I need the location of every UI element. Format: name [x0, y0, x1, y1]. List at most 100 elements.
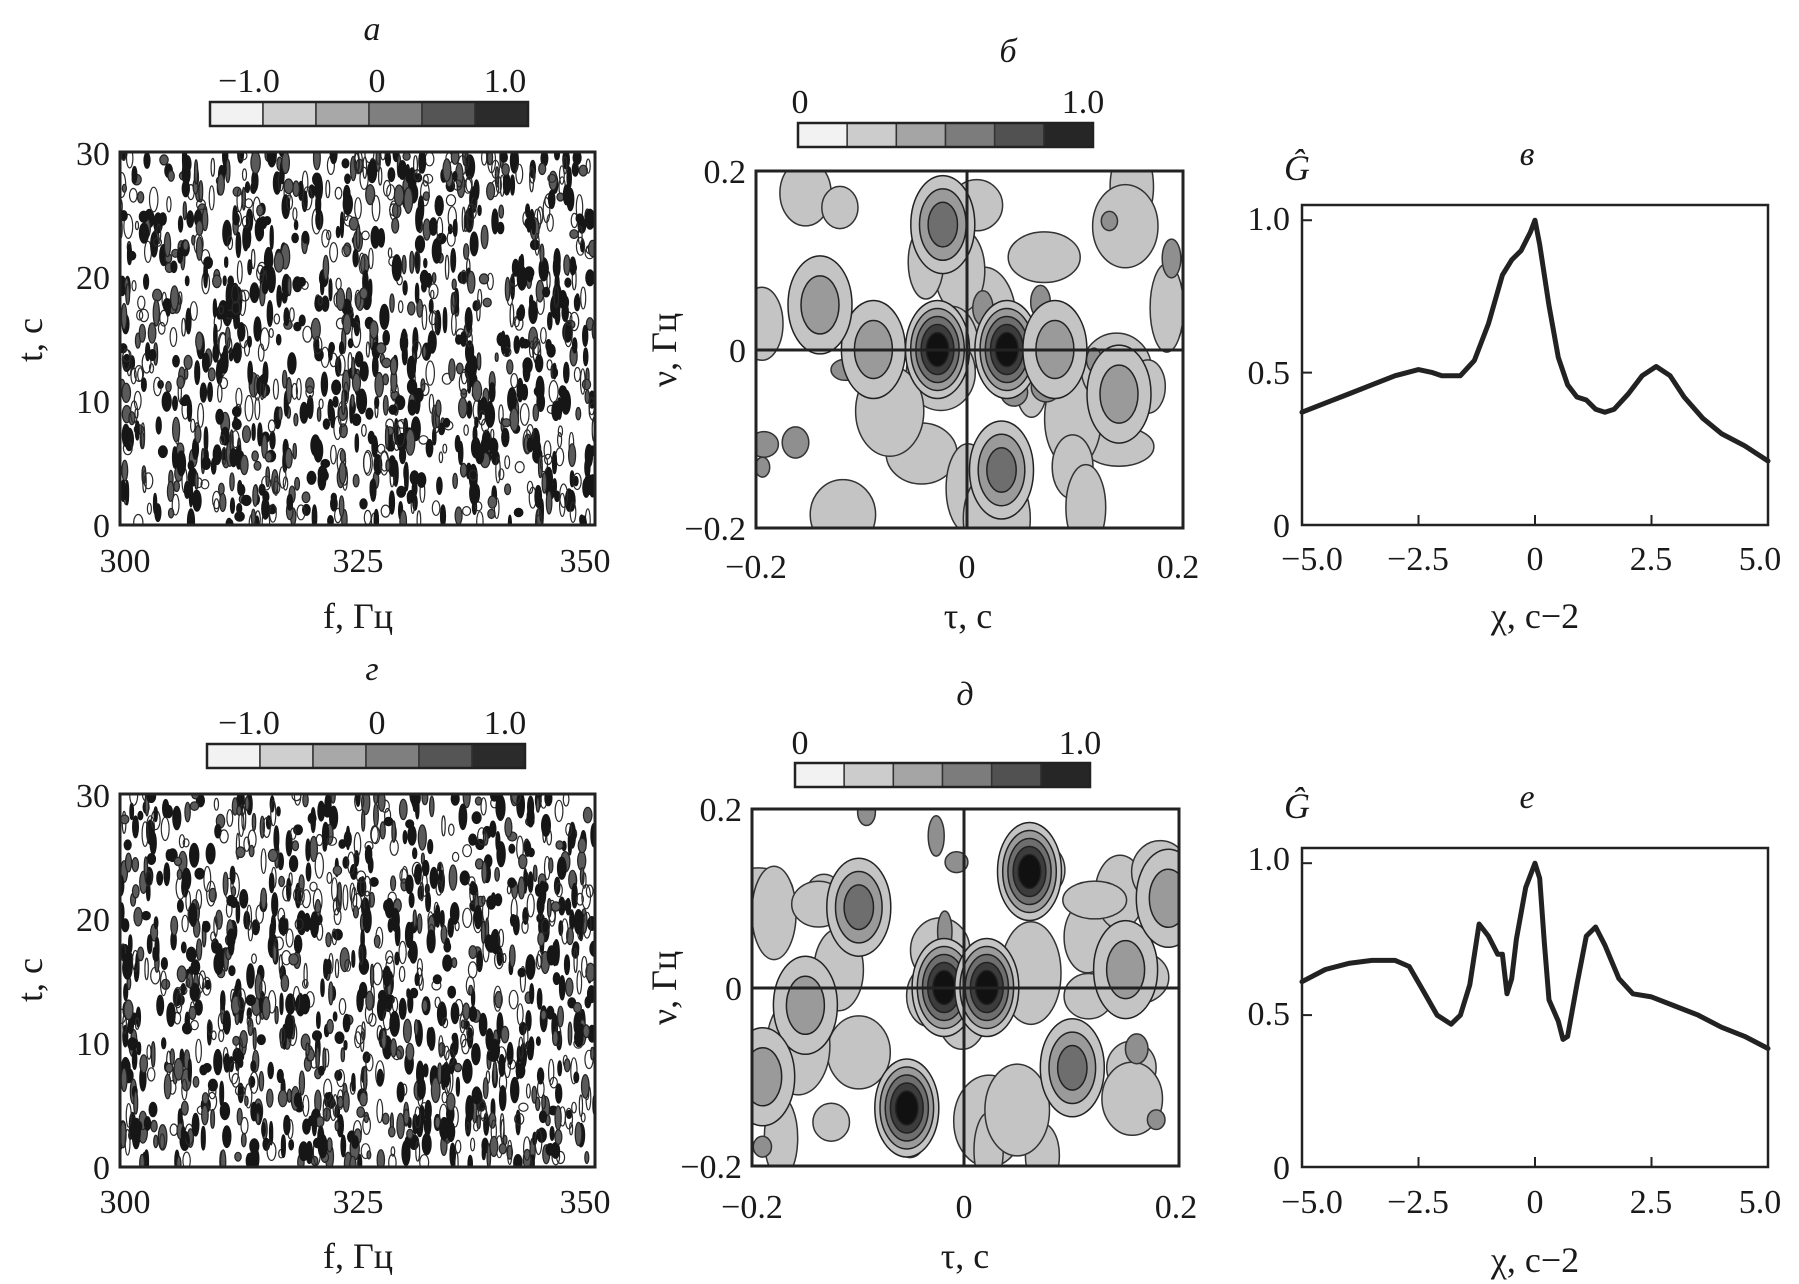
fieldA-cell	[413, 250, 421, 271]
fieldA-cell	[442, 158, 452, 182]
fieldG-cell	[450, 1002, 460, 1025]
fieldA-cell	[573, 294, 581, 312]
fieldA-cell	[334, 186, 343, 200]
fieldG-cell	[141, 821, 149, 847]
fieldA-cell	[138, 210, 149, 223]
fieldA-cell	[247, 259, 253, 276]
fieldG-cell	[234, 983, 241, 997]
fieldD-peak-7-level-1	[785, 975, 826, 1036]
x-axis-label-d: τ, с	[941, 1236, 989, 1276]
fieldG-cell	[311, 1110, 318, 1137]
fieldA-cell	[253, 460, 262, 471]
fieldA-cell	[244, 181, 251, 194]
fieldA-cell	[148, 186, 159, 213]
fieldG-cell	[471, 811, 482, 825]
fieldA-cell	[419, 269, 430, 286]
fieldD-level-blob	[1062, 880, 1128, 920]
fieldA-cell	[291, 232, 299, 244]
fieldG-cell	[305, 1042, 310, 1057]
fieldG-cell	[146, 882, 151, 902]
fieldG-cell	[181, 867, 192, 891]
fieldG-cell	[405, 1042, 415, 1062]
fieldG-cell	[131, 856, 140, 873]
fieldG-cell	[125, 1102, 132, 1128]
fieldA-cell	[136, 191, 145, 204]
fieldG-cell	[172, 805, 182, 831]
fieldD-peak-8-level-1	[1148, 868, 1179, 929]
fieldG-cell	[334, 1120, 340, 1132]
y-axis-label-a: t, с	[10, 318, 50, 362]
fieldA-cell	[396, 485, 407, 498]
fieldA-cell	[401, 254, 407, 275]
fieldA-cell	[406, 489, 416, 503]
fieldA-cell	[197, 402, 205, 428]
fieldA-cell	[212, 298, 218, 318]
fieldG-cell	[133, 1120, 143, 1132]
fieldA-cell	[124, 479, 130, 506]
fieldA-cell	[450, 152, 460, 165]
fieldA-cell	[528, 300, 538, 325]
fieldA-cell	[543, 440, 552, 460]
fieldG-cell	[467, 961, 478, 979]
cbarB-step-5	[1043, 122, 1094, 148]
fieldG-cell	[144, 870, 153, 887]
fieldG-cell	[332, 865, 343, 876]
fieldA-cell	[259, 327, 270, 352]
fieldG-cell	[553, 1145, 560, 1156]
fieldA-cell	[318, 296, 323, 306]
fieldA-cell	[420, 180, 430, 207]
fieldG-cell	[552, 972, 561, 986]
fieldG-cell	[508, 989, 519, 1010]
fieldG-cell	[215, 943, 224, 967]
fieldA-cell	[195, 236, 203, 261]
fieldA-cell	[298, 314, 306, 327]
fieldA-cell	[305, 385, 315, 399]
fieldA-cell	[416, 510, 422, 525]
fieldA-cell	[166, 480, 175, 502]
fieldG-cell	[548, 857, 554, 874]
fieldA-cell	[163, 231, 172, 258]
fieldA-cell	[146, 502, 152, 515]
fieldG-cell	[508, 843, 516, 854]
fieldG-cell	[180, 941, 187, 954]
fieldA-cell	[417, 195, 425, 222]
fieldG-cell	[219, 1080, 225, 1108]
fieldA-cell	[425, 360, 435, 386]
fieldG-cell	[187, 1058, 192, 1082]
fieldG-cell	[344, 959, 352, 972]
fieldA-cell	[322, 254, 330, 281]
fieldG-cell	[336, 1068, 346, 1088]
fieldA-cell	[563, 254, 571, 276]
fieldG-cell	[146, 1067, 156, 1082]
plot-a-frame	[118, 150, 597, 527]
fieldA-cell	[122, 349, 132, 363]
fieldA-cell	[121, 382, 132, 403]
fieldA-cell	[176, 450, 187, 477]
fieldG-cell	[213, 1048, 223, 1076]
fieldG-cell	[244, 796, 250, 812]
fieldA-cell	[155, 416, 162, 435]
fieldG-cell	[276, 1068, 284, 1084]
fieldA-cell	[452, 472, 459, 489]
fieldA-cell	[365, 184, 376, 206]
fieldG-cell	[326, 1137, 333, 1153]
cbarG-step-4	[418, 743, 473, 769]
fieldA-cell	[121, 423, 131, 447]
fieldG-cell	[441, 815, 446, 837]
fieldG-cell	[291, 794, 302, 802]
fieldG-cell	[585, 884, 594, 898]
y-tick-d-0: −0.2	[680, 1149, 742, 1186]
fieldG-cell	[377, 989, 387, 1003]
fieldA-cell	[165, 300, 171, 317]
fieldG-cell	[540, 1009, 547, 1021]
fieldG-cell	[468, 833, 478, 846]
fieldG-cell	[426, 929, 436, 954]
fieldA-cell	[133, 390, 142, 411]
fieldA-cell	[481, 152, 488, 166]
fieldG-cell	[359, 946, 364, 966]
cbarD-step-1	[843, 762, 895, 788]
fieldG-cell	[251, 812, 257, 832]
fieldA-cell	[552, 255, 561, 279]
fieldA-cell	[458, 371, 470, 395]
fieldG-cell	[376, 1098, 384, 1124]
